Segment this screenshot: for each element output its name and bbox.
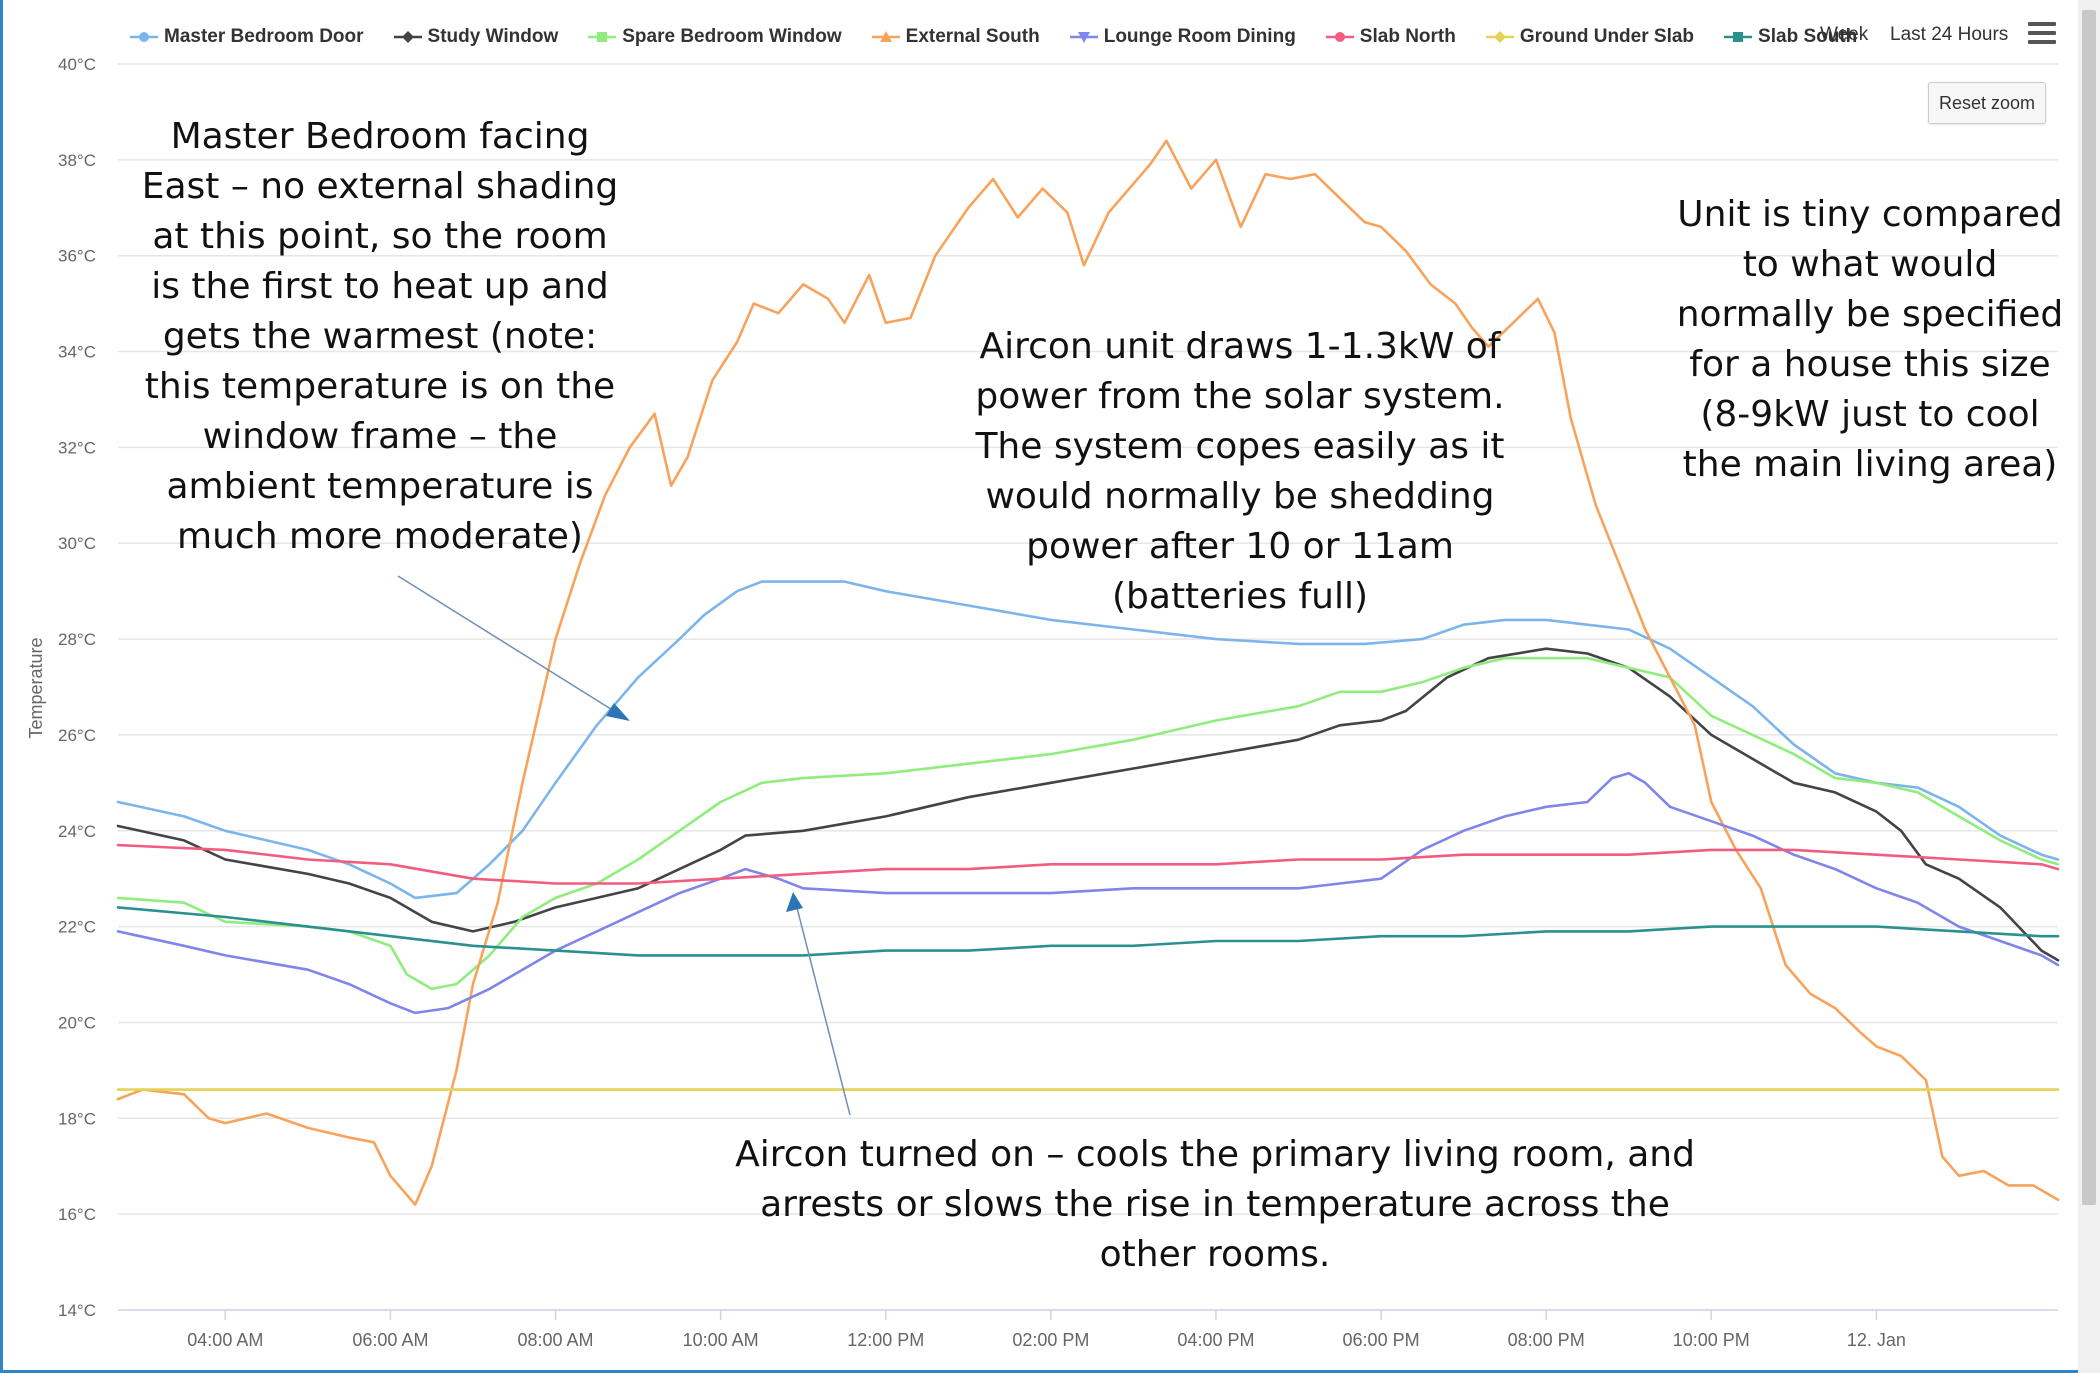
legend-label: External South [905, 26, 1040, 47]
legend-item-slab-north[interactable]: Slab North [1325, 26, 1456, 48]
range-button-week[interactable]: Week [1820, 24, 1869, 45]
annotation-aircon-on: Aircon turned on – cools the primary liv… [735, 1134, 1695, 1275]
legend-label: Slab North [1359, 26, 1456, 47]
y-tick-label: 34°C [58, 343, 96, 362]
y-axis-label: Temperature [26, 637, 46, 738]
legend-item-master-bedroom-door[interactable]: Master Bedroom Door [130, 26, 364, 48]
x-tick-label: 06:00 AM [352, 1330, 428, 1350]
square-marker-icon [588, 32, 617, 42]
legend-item-lounge-room-dining[interactable]: Lounge Room Dining [1069, 26, 1296, 48]
diamond-marker-icon [1485, 31, 1514, 43]
x-tick-label: 04:00 AM [187, 1330, 263, 1350]
annotation-arrowhead-aircon-on [786, 892, 803, 912]
annotation-arrow-master-bedroom [397, 575, 623, 717]
circle-marker-icon [130, 32, 158, 42]
legend-label: Spare Bedroom Window [622, 26, 842, 47]
triangle-marker-icon [871, 31, 900, 42]
legend-label: Study Window [427, 26, 559, 47]
y-tick-label: 22°C [58, 918, 96, 937]
y-tick-label: 14°C [58, 1301, 96, 1320]
y-tick-label: 30°C [58, 534, 96, 553]
x-tick-label: 04:00 PM [1177, 1330, 1254, 1350]
legend-item-slab-south[interactable]: Slab South [1724, 26, 1857, 48]
scrollbar-thumb[interactable] [2082, 10, 2096, 1205]
diamond-marker-icon [393, 31, 422, 43]
square-marker-icon [1724, 32, 1753, 42]
series-line-master-bedroom-door[interactable] [116, 580, 2060, 900]
legend-label: Slab South [1758, 26, 1858, 47]
circle-marker-icon [1325, 32, 1354, 42]
series-line-study-window[interactable] [116, 647, 2060, 962]
legend-label: Master Bedroom Door [164, 26, 364, 47]
annotation-aircon-power: Aircon unit draws 1-1.3kW of power from … [975, 326, 1505, 617]
legend-item-spare-bedroom-window[interactable]: Spare Bedroom Window [588, 26, 842, 48]
annotation-arrowhead-master-bedroom [606, 703, 630, 721]
y-tick-label: 24°C [58, 822, 96, 841]
vertical-scrollbar[interactable] [2078, 0, 2100, 1373]
legend-label: Lounge Room Dining [1103, 26, 1296, 47]
y-tick-label: 28°C [58, 630, 96, 649]
x-tick-label: 12. Jan [1847, 1330, 1906, 1350]
range-button-last-24-hours[interactable]: Last 24 Hours [1890, 24, 2009, 45]
series-line-external-south[interactable] [116, 139, 2060, 1206]
annotation-arrow-aircon-on [794, 899, 851, 1116]
y-tick-label: 36°C [58, 247, 96, 266]
y-tick-label: 20°C [58, 1013, 96, 1032]
y-tick-label: 38°C [58, 151, 96, 170]
legend-item-ground-under-slab[interactable]: Ground Under Slab [1485, 26, 1695, 48]
annotation-unit-tiny: Unit is tiny compared to what would norm… [1676, 194, 2064, 485]
series-line-slab-north[interactable] [116, 843, 2060, 885]
y-tick-label: 16°C [58, 1205, 96, 1224]
annotation-master-bedroom: Master Bedroom facing East – no external… [141, 116, 619, 557]
series-line-slab-south[interactable] [116, 906, 2060, 957]
legend-label: Ground Under Slab [1519, 26, 1695, 47]
x-tick-label: 02:00 PM [1012, 1330, 1089, 1350]
x-tick-label: 10:00 AM [683, 1330, 759, 1350]
chart-legend: Master Bedroom Door Study Window Spare Bed… [130, 22, 1887, 52]
x-tick-label: 08:00 AM [518, 1330, 594, 1350]
y-tick-label: 40°C [58, 55, 96, 74]
hamburger-icon[interactable] [2028, 22, 2056, 46]
x-tick-label: 12:00 PM [847, 1330, 924, 1350]
x-tick-label: 10:00 PM [1673, 1330, 1750, 1350]
reset-zoom-button[interactable]: Reset zoom [1928, 82, 2046, 124]
triangle-down-marker-icon [1069, 32, 1098, 43]
series-line-lounge-room-dining[interactable] [116, 772, 2060, 1015]
y-tick-label: 32°C [58, 438, 96, 457]
x-tick-label: 08:00 PM [1508, 1330, 1585, 1350]
x-tick-label: 06:00 PM [1343, 1330, 1420, 1350]
legend-item-external-south[interactable]: External South [871, 26, 1040, 48]
y-tick-label: 18°C [58, 1109, 96, 1128]
legend-item-study-window[interactable]: Study Window [393, 26, 559, 48]
series-line-spare-bedroom-window[interactable] [116, 656, 2060, 991]
y-tick-label: 26°C [58, 726, 96, 745]
